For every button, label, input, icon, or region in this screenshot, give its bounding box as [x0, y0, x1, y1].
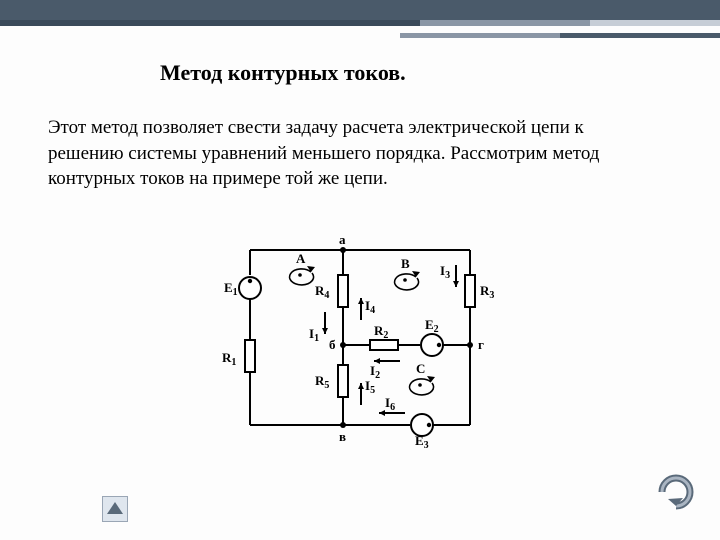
top-bar: [0, 0, 720, 20]
accent-bar: [0, 20, 420, 26]
svg-text:а: а: [339, 232, 346, 247]
svg-text:I2: I2: [370, 363, 380, 381]
circuit-diagram: E1R1R3I3R4I1I4R5I5R2E2I2E3I6абвгABC: [210, 230, 510, 460]
svg-text:I3: I3: [440, 263, 450, 281]
slide-body-text: Этот метод позволяет свести задачу расче…: [48, 115, 660, 192]
svg-text:I1: I1: [309, 326, 319, 344]
nav-return-button[interactable]: [656, 474, 696, 510]
svg-text:A: A: [296, 251, 306, 266]
accent-bar: [590, 20, 720, 26]
svg-text:R4: R4: [315, 283, 329, 301]
svg-text:R3: R3: [480, 283, 494, 301]
nav-up-button[interactable]: [102, 496, 128, 522]
svg-text:E2: E2: [425, 317, 439, 335]
slide-title: Метод контурных токов.: [160, 60, 406, 86]
svg-text:B: B: [401, 256, 410, 271]
svg-text:E1: E1: [224, 280, 238, 298]
svg-text:I5: I5: [365, 378, 375, 396]
svg-text:в: в: [339, 429, 346, 444]
accent-bar: [400, 33, 560, 38]
svg-text:C: C: [416, 361, 425, 376]
svg-text:R5: R5: [315, 373, 329, 391]
svg-text:I4: I4: [365, 298, 375, 316]
svg-text:б: б: [329, 337, 336, 352]
accent-bar: [420, 20, 590, 26]
accent-bar: [560, 33, 720, 38]
svg-text:R2: R2: [374, 323, 388, 341]
svg-text:R1: R1: [222, 350, 236, 368]
slide: Метод контурных токов. Этот метод позвол…: [0, 0, 720, 540]
svg-text:г: г: [478, 337, 484, 352]
svg-text:I6: I6: [385, 395, 395, 413]
